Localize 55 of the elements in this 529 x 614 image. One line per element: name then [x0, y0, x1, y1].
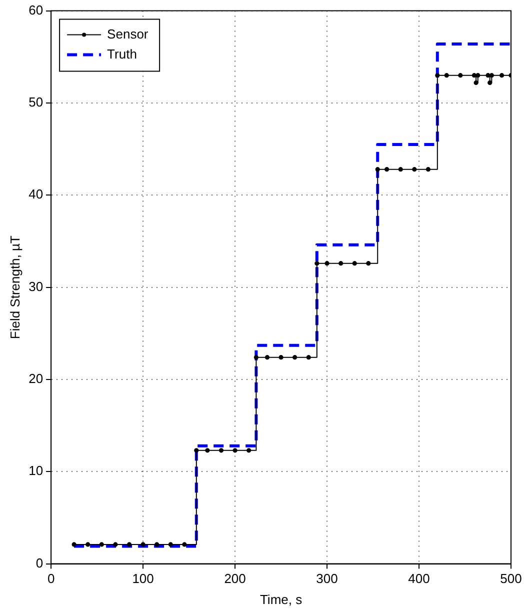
point: [154, 542, 160, 547]
y-axis-title: Field Strength, µT: [7, 235, 22, 340]
legend-label: Sensor: [107, 26, 149, 42]
point: [338, 261, 344, 266]
point: [324, 261, 330, 266]
point: [476, 73, 480, 78]
point: [486, 73, 490, 78]
point: [86, 542, 90, 547]
point: [205, 448, 210, 453]
point: [435, 73, 440, 78]
point: [232, 448, 238, 453]
point: [314, 261, 320, 266]
point: [194, 448, 199, 453]
point: [278, 355, 284, 360]
point: [474, 80, 478, 85]
x-tick-label: 100: [132, 571, 154, 586]
point: [489, 73, 494, 78]
point: [99, 542, 104, 547]
y-tick-label: 20: [28, 371, 44, 386]
x-tick-label: 300: [316, 571, 338, 586]
point: [384, 167, 390, 172]
point: [398, 167, 403, 172]
x-axis-title: Time, s: [260, 592, 303, 607]
point: [126, 542, 132, 547]
point: [168, 542, 173, 547]
point: [375, 167, 380, 172]
point: [218, 448, 224, 453]
point: [246, 448, 252, 453]
point: [264, 355, 270, 360]
x-tick-label: 500: [500, 571, 522, 586]
point: [488, 80, 492, 85]
y-tick-label: 0: [36, 555, 44, 570]
x-tick-label: 0: [47, 571, 55, 586]
x-tick-label: 400: [408, 571, 430, 586]
legend-label: Truth: [107, 46, 137, 62]
point: [292, 355, 298, 360]
y-tick-label: 30: [28, 278, 44, 294]
point: [254, 355, 258, 360]
point: [366, 261, 371, 266]
point: [426, 167, 431, 172]
y-tick-label: 10: [28, 463, 44, 478]
y-tick-label: 50: [28, 94, 44, 110]
point: [113, 542, 118, 547]
point: [352, 261, 357, 266]
point: [458, 73, 463, 78]
point: [306, 355, 311, 360]
point: [182, 542, 187, 547]
x-tick-label: 200: [224, 571, 246, 586]
y-tick-label: 40: [28, 186, 44, 202]
point: [72, 542, 76, 547]
point: [500, 73, 504, 78]
y-tick-label: 60: [28, 2, 44, 18]
point: [412, 167, 417, 172]
point: [444, 73, 449, 78]
point: [140, 542, 146, 547]
